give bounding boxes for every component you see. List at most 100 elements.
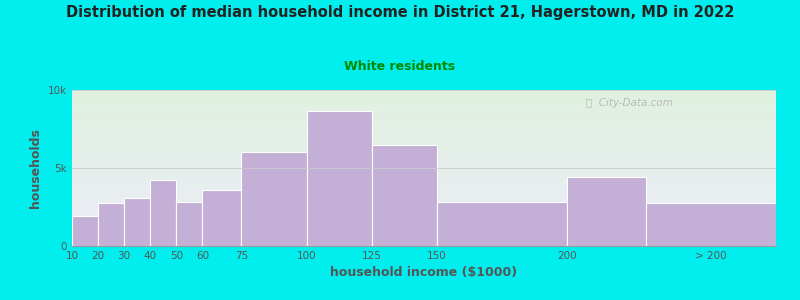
- Bar: [72, 235, 776, 236]
- Bar: [72, 120, 776, 121]
- Bar: [72, 206, 776, 207]
- Bar: [72, 229, 776, 230]
- Bar: [646, 203, 776, 246]
- Bar: [72, 216, 98, 246]
- Text: White residents: White residents: [345, 60, 455, 73]
- Bar: [72, 135, 776, 136]
- Bar: [437, 202, 567, 246]
- Bar: [72, 174, 776, 175]
- Bar: [72, 236, 776, 237]
- Bar: [72, 230, 776, 231]
- Bar: [72, 132, 776, 133]
- Bar: [72, 143, 776, 144]
- Bar: [72, 238, 776, 239]
- Bar: [72, 227, 776, 228]
- Bar: [72, 181, 776, 182]
- Bar: [72, 162, 776, 163]
- Bar: [72, 151, 776, 152]
- Bar: [72, 136, 776, 137]
- Bar: [72, 223, 776, 224]
- Bar: [202, 190, 242, 246]
- Bar: [72, 222, 776, 223]
- Bar: [72, 239, 776, 240]
- Bar: [72, 102, 776, 103]
- Bar: [72, 208, 776, 209]
- Bar: [72, 245, 776, 246]
- Bar: [72, 228, 776, 229]
- Bar: [72, 242, 776, 243]
- Bar: [72, 176, 776, 177]
- Bar: [72, 113, 776, 114]
- Bar: [72, 173, 776, 174]
- Bar: [72, 116, 776, 117]
- Bar: [72, 233, 776, 234]
- Bar: [72, 216, 776, 217]
- Bar: [72, 212, 776, 213]
- Bar: [124, 198, 150, 246]
- Bar: [72, 164, 776, 165]
- Bar: [372, 145, 437, 246]
- Bar: [72, 172, 776, 173]
- Bar: [72, 171, 776, 172]
- Bar: [72, 92, 776, 93]
- Bar: [567, 177, 646, 246]
- Bar: [72, 134, 776, 135]
- Bar: [72, 226, 776, 227]
- Bar: [72, 195, 776, 196]
- Bar: [72, 187, 776, 188]
- Bar: [72, 98, 776, 99]
- Bar: [72, 204, 776, 205]
- Bar: [72, 240, 776, 241]
- Bar: [72, 209, 776, 210]
- Bar: [306, 111, 372, 246]
- Bar: [72, 137, 776, 138]
- Bar: [72, 234, 776, 235]
- Bar: [72, 197, 776, 198]
- Bar: [72, 210, 776, 211]
- Bar: [242, 152, 306, 246]
- Bar: [72, 154, 776, 155]
- Bar: [72, 117, 776, 118]
- Bar: [72, 119, 776, 120]
- Bar: [72, 104, 776, 105]
- Bar: [72, 169, 776, 170]
- Bar: [72, 189, 776, 190]
- Bar: [98, 203, 124, 246]
- Bar: [150, 181, 176, 246]
- Bar: [72, 224, 776, 225]
- Bar: [72, 123, 776, 124]
- Bar: [72, 192, 776, 193]
- Bar: [72, 205, 776, 206]
- Bar: [72, 211, 776, 212]
- Bar: [72, 232, 776, 233]
- Bar: [72, 179, 776, 180]
- Bar: [72, 175, 776, 176]
- Bar: [72, 121, 776, 122]
- Bar: [72, 90, 776, 91]
- Bar: [72, 93, 776, 94]
- Bar: [72, 244, 776, 245]
- Bar: [72, 103, 776, 104]
- Bar: [72, 97, 776, 98]
- Bar: [72, 111, 776, 112]
- Bar: [72, 168, 776, 169]
- Y-axis label: households: households: [30, 128, 42, 208]
- Bar: [72, 207, 776, 208]
- Bar: [72, 243, 776, 244]
- Bar: [72, 107, 776, 108]
- Bar: [72, 109, 776, 110]
- Bar: [72, 188, 776, 189]
- Bar: [72, 200, 776, 201]
- Bar: [72, 101, 776, 102]
- Bar: [72, 217, 776, 218]
- Bar: [72, 177, 776, 178]
- Bar: [72, 96, 776, 97]
- Bar: [72, 114, 776, 115]
- Bar: [72, 161, 776, 162]
- Text: Ⓢ  City-Data.com: Ⓢ City-Data.com: [586, 98, 673, 108]
- Bar: [72, 99, 776, 100]
- Bar: [72, 126, 776, 127]
- Bar: [72, 221, 776, 222]
- Bar: [72, 215, 776, 216]
- Bar: [72, 237, 776, 238]
